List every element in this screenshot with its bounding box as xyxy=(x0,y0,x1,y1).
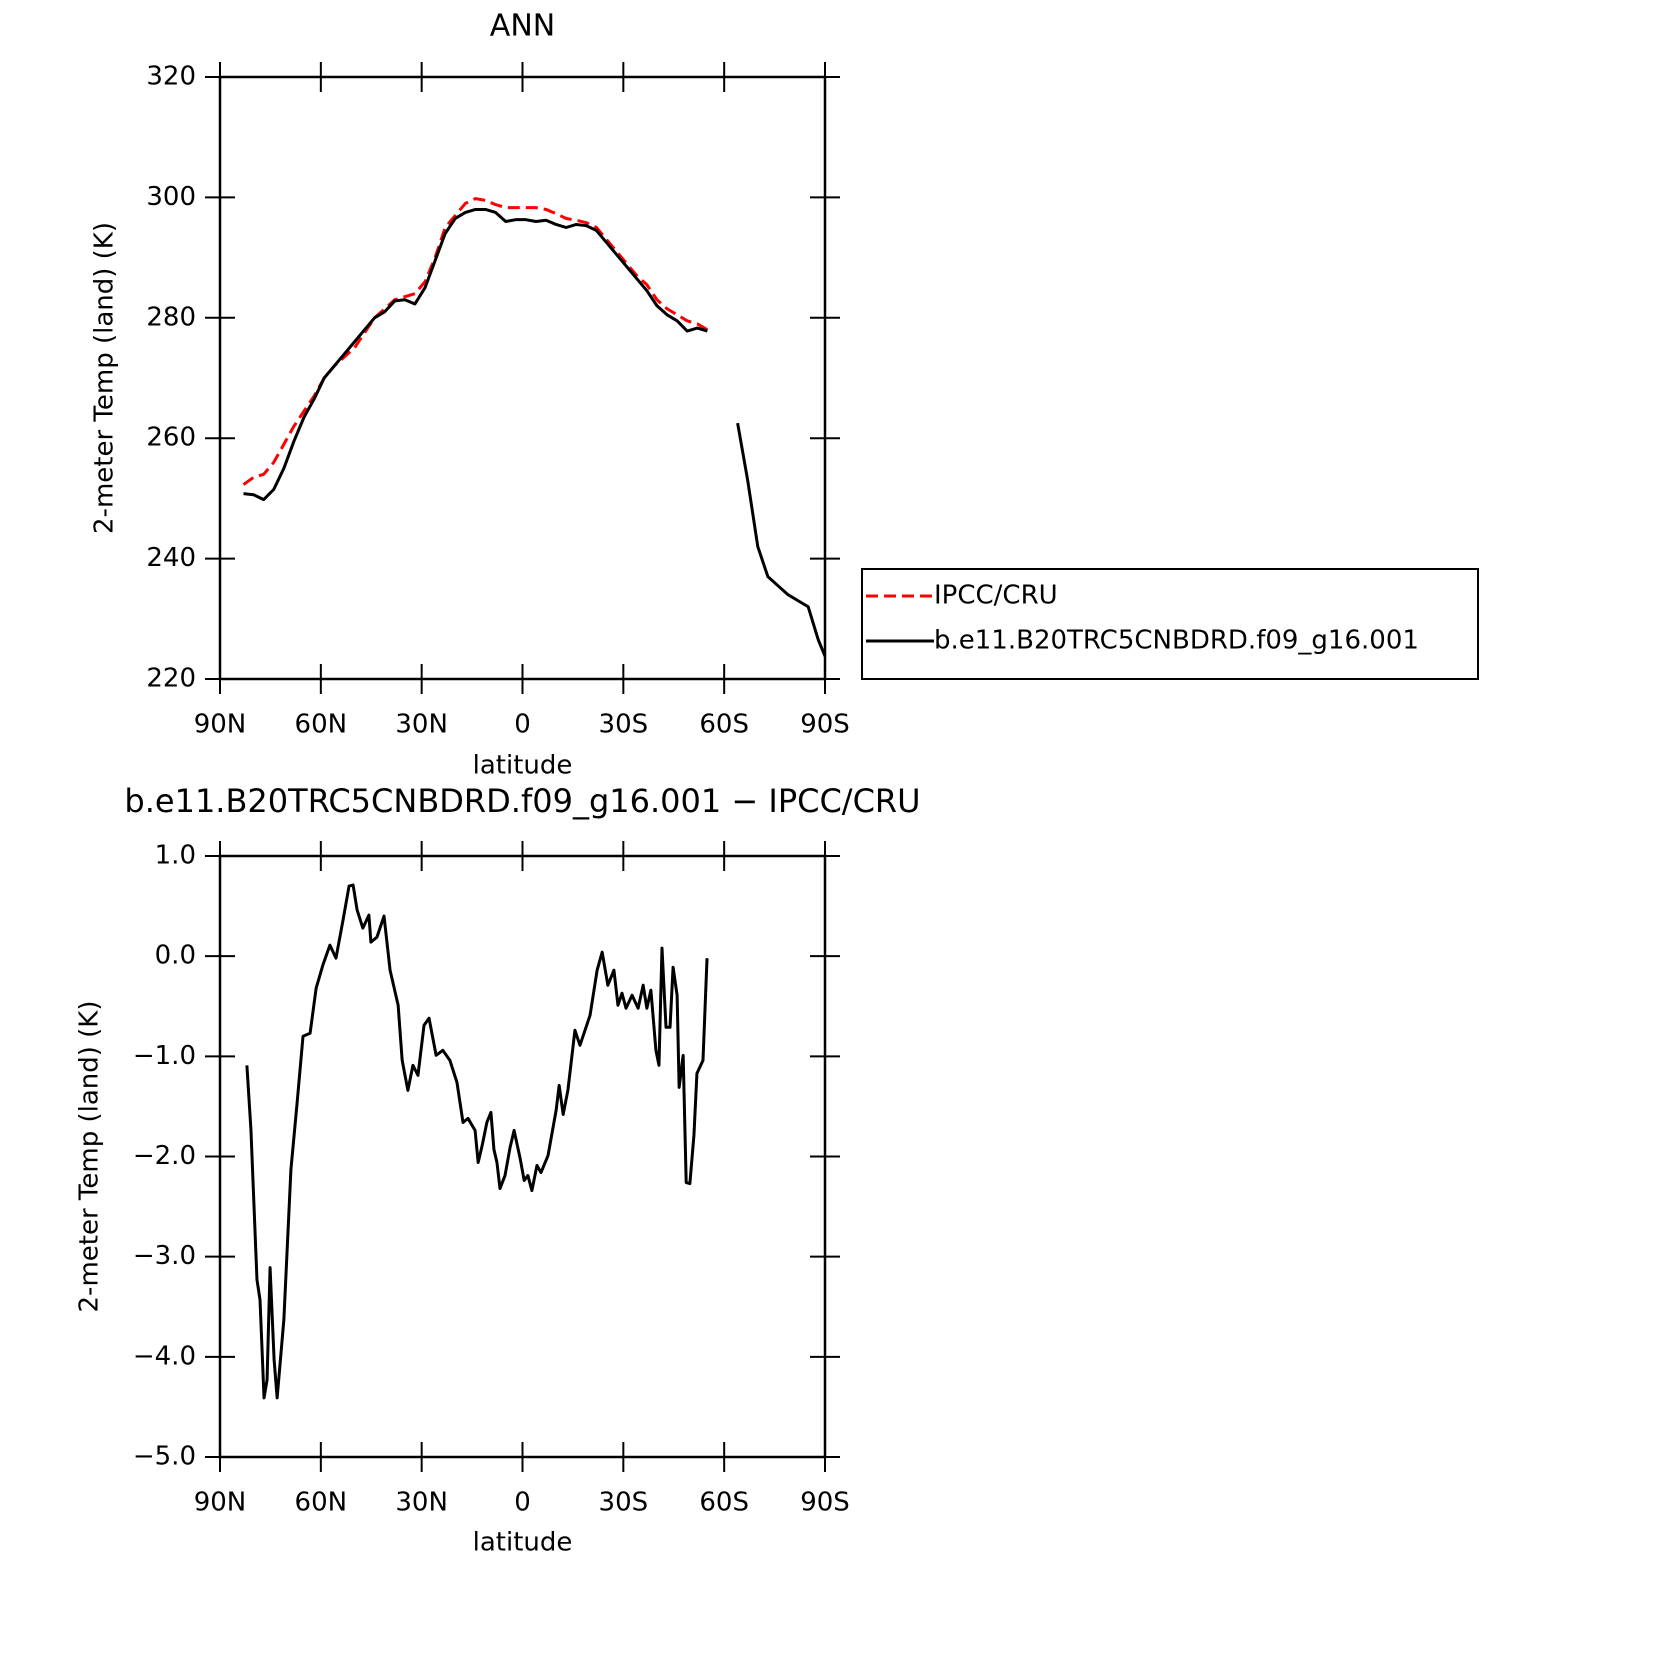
y-axis-label: 2-meter Temp (land) (K) xyxy=(75,1001,105,1313)
x-tick-label: 90S xyxy=(800,710,850,740)
plot-frame xyxy=(218,854,827,1459)
x-tick-label: 30N xyxy=(395,710,448,740)
legend-label: IPCC/CRU xyxy=(934,581,1058,611)
y-tick-label: 300 xyxy=(146,182,196,212)
x-tick-label: 90N xyxy=(194,1488,247,1518)
x-axis-label: latitude xyxy=(473,1528,573,1558)
x-tick-label: 60S xyxy=(699,710,749,740)
y-axis-label: 2-meter Temp (land) (K) xyxy=(90,222,120,534)
x-axis-label: latitude xyxy=(473,751,573,781)
x-tick-label: 60N xyxy=(295,710,348,740)
x-tick-label: 60S xyxy=(699,1488,749,1518)
x-tick-label: 30N xyxy=(395,1488,448,1518)
series-line xyxy=(242,197,709,486)
legend-label: b.e11.B20TRC5CNBDRD.f09_g16.001 xyxy=(934,626,1419,656)
y-tick-label: 1.0 xyxy=(155,841,196,871)
legend-box xyxy=(861,568,1479,680)
series-line xyxy=(245,883,709,1400)
y-tick-label: 220 xyxy=(146,664,196,694)
plot-frame xyxy=(218,75,827,681)
chart-title: b.e11.B20TRC5CNBDRD.f09_g16.001 − IPCC/C… xyxy=(124,782,920,820)
y-tick-label: 280 xyxy=(146,302,196,332)
y-tick-label: −5.0 xyxy=(133,1442,196,1472)
x-tick-label: 0 xyxy=(514,710,531,740)
y-tick-label: −1.0 xyxy=(133,1041,196,1071)
x-tick-label: 0 xyxy=(514,1488,531,1518)
y-tick-label: 260 xyxy=(146,423,196,453)
x-tick-label: 30S xyxy=(599,710,649,740)
y-tick-label: 0.0 xyxy=(155,941,196,971)
y-tick-label: −3.0 xyxy=(133,1241,196,1271)
chart-title: ANN xyxy=(490,9,555,44)
x-tick-label: 90S xyxy=(800,1488,850,1518)
y-tick-label: −2.0 xyxy=(133,1141,196,1171)
y-tick-label: 320 xyxy=(146,62,196,92)
series-line xyxy=(243,207,827,657)
y-tick-label: −4.0 xyxy=(133,1341,196,1371)
x-tick-label: 90N xyxy=(194,710,247,740)
y-tick-label: 240 xyxy=(146,543,196,573)
x-tick-label: 30S xyxy=(599,1488,649,1518)
x-tick-label: 60N xyxy=(295,1488,348,1518)
